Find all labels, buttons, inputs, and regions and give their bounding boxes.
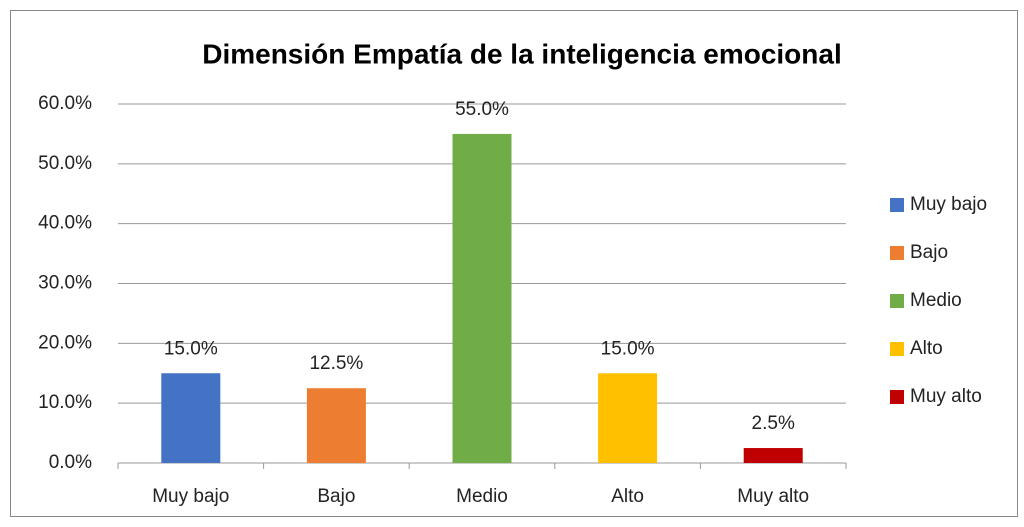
legend-swatch <box>890 294 904 308</box>
data-label: 15.0% <box>601 338 655 359</box>
y-tick-label: 50.0% <box>38 153 92 174</box>
legend-label: Bajo <box>910 242 948 263</box>
legend-label: Alto <box>910 338 943 359</box>
data-label: 55.0% <box>455 99 509 120</box>
x-tick-label: Muy bajo <box>152 486 229 507</box>
bar <box>306 388 366 463</box>
bar <box>161 373 221 463</box>
bar <box>598 373 658 463</box>
x-tick-label: Bajo <box>317 486 355 507</box>
legend-swatch <box>890 198 904 212</box>
legend-swatch <box>890 342 904 356</box>
y-tick-label: 0.0% <box>49 452 92 473</box>
legend-label: Medio <box>910 290 962 311</box>
chart-title: Dimensión Empatía de la inteligencia emo… <box>202 38 842 69</box>
data-label: 15.0% <box>164 338 218 359</box>
legend-swatch <box>890 390 904 404</box>
y-tick-label: 60.0% <box>38 93 92 114</box>
data-label: 12.5% <box>309 353 363 374</box>
bar <box>743 448 803 463</box>
x-tick-label: Muy alto <box>737 486 809 507</box>
y-tick-label: 20.0% <box>38 332 92 353</box>
y-tick-label: 40.0% <box>38 213 92 234</box>
legend-swatch <box>890 246 904 260</box>
x-tick-label: Medio <box>456 486 508 507</box>
legend-label: Muy bajo <box>910 194 987 215</box>
y-tick-label: 30.0% <box>38 273 92 294</box>
y-tick-label: 10.0% <box>38 392 92 413</box>
data-label: 2.5% <box>752 413 795 434</box>
legend-label: Muy alto <box>910 386 982 407</box>
bar <box>452 133 512 463</box>
x-tick-label: Alto <box>611 486 644 507</box>
